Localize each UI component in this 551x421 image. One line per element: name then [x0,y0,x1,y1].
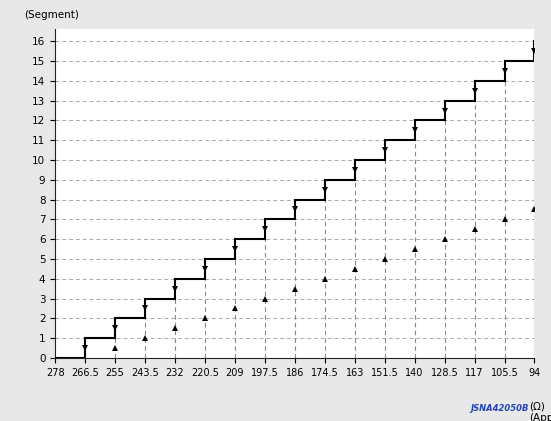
Text: (Ω): (Ω) [530,401,545,411]
Text: JSNA42050B: JSNA42050B [471,404,529,413]
Y-axis label: (Segment): (Segment) [24,10,79,20]
Text: (Approx.): (Approx.) [530,413,551,421]
